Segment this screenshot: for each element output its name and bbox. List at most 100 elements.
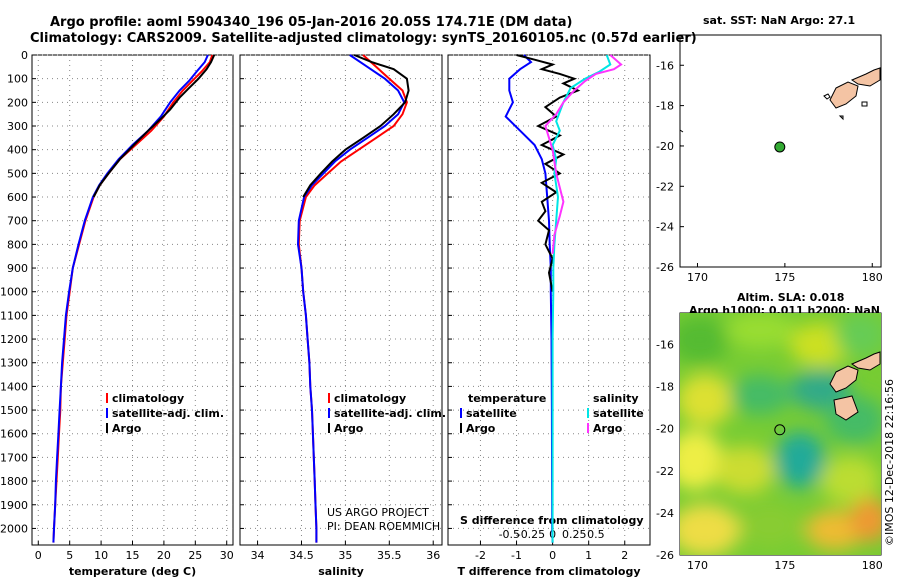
legend-t-satellite-label: satellite: [466, 407, 517, 420]
y-tick-label: 800: [7, 238, 28, 251]
float-position-marker: [774, 424, 786, 436]
y-tick-label: 0: [21, 49, 28, 62]
y-tick-label: 500: [7, 167, 28, 180]
map-x-tick-label: 170: [687, 271, 708, 284]
map-y-tick-label: -22: [656, 180, 674, 193]
land-shape: [829, 81, 859, 109]
map-y-tick-label: -20: [656, 423, 674, 436]
y-tick-label: 1200: [0, 333, 28, 346]
legend-climatology-label: climatology: [112, 392, 184, 405]
map-y-tick-label: -22: [656, 465, 674, 478]
map-x-tick-label: 180: [862, 559, 883, 572]
y-tick-label: 1800: [0, 475, 28, 488]
y-tick-label: 300: [7, 120, 28, 133]
y-tick-label: 1400: [0, 380, 28, 393]
secondary-tick-label: 0.5: [587, 528, 605, 541]
series-line-t-satellite: [504, 54, 554, 543]
legend-temperature-title: temperature: [468, 392, 546, 405]
coast-fragment: [680, 129, 684, 147]
series-line-t-argo: [516, 54, 581, 292]
y-tick-label: 1600: [0, 428, 28, 441]
header-line-1: Argo profile: aoml 5904340_196 05-Jan-20…: [50, 15, 572, 30]
x-tick-label: 35.5: [377, 549, 402, 562]
float-position-marker: [774, 141, 786, 153]
y-tick-label: 1000: [0, 286, 28, 299]
x-tick-label: -2: [475, 549, 486, 562]
x-tick-label: 25: [188, 549, 202, 562]
map-x-tick-label: 170: [687, 559, 708, 572]
legend-s-satellite-label: satellite: [593, 407, 644, 420]
panel-frame: [239, 54, 443, 546]
series-line-argo: [92, 54, 216, 198]
y-tick-label: 600: [7, 191, 28, 204]
project-note-line-1: US ARGO PROJECT: [327, 506, 429, 519]
land-shape: [850, 351, 881, 371]
x-tick-label: 2: [621, 549, 628, 562]
x-tick-label: 0: [549, 549, 556, 562]
legend-satellite-label: satellite-adj. clim.: [112, 407, 224, 420]
x-axis-label: T difference from climatology: [457, 565, 640, 578]
legend-s-argo-label: Argo: [593, 422, 623, 435]
y-tick-label: 1100: [0, 309, 28, 322]
x-axis-label: temperature (deg C): [69, 565, 196, 578]
sla-blobs: [680, 313, 881, 555]
y-tick-label: 700: [7, 215, 28, 228]
x-tick-label: 35: [338, 549, 352, 562]
series-line-s-argo: [544, 54, 623, 254]
legend-satellite-label: satellite-adj. clim.: [334, 407, 446, 420]
x-tick-label: -1: [511, 549, 522, 562]
legend-t-argo-label: Argo: [466, 422, 496, 435]
y-tick-label: 1900: [0, 499, 28, 512]
legend-argo-label: Argo: [334, 422, 364, 435]
y-tick-label: 200: [7, 96, 28, 109]
x-tick-label: 34.5: [289, 549, 314, 562]
series-line-s-satellite: [551, 54, 612, 543]
sla-map-title-1: Altim. SLA: 0.018: [737, 291, 844, 304]
x-tick-label: 34: [251, 549, 265, 562]
map-x-tick-label: 180: [862, 271, 883, 284]
x-tick-label: 15: [126, 549, 140, 562]
series-line-satellite-adj-clim-: [296, 54, 406, 543]
island-outline: [823, 93, 868, 121]
x-tick-label: 5: [66, 549, 73, 562]
x-tick-label: 20: [157, 549, 171, 562]
land-shape: [833, 395, 859, 421]
x-tick-label: 0: [35, 549, 42, 562]
y-tick-label: 900: [7, 262, 28, 275]
temperature-legend: climatology satellite-adj. clim. Argo: [106, 392, 224, 435]
map-y-tick-label: -16: [656, 339, 674, 352]
project-note-line-2: PI: DEAN ROEMMICH: [327, 520, 440, 533]
legend-climatology-label: climatology: [334, 392, 406, 405]
map-y-tick-label: -24: [656, 221, 674, 234]
legend-argo-label: Argo: [112, 422, 142, 435]
land-shape: [829, 365, 859, 393]
salinity-legend: climatology satellite-adj. clim. Argo US…: [327, 392, 446, 533]
map-y-tick-label: -18: [656, 381, 674, 394]
map-y-tick-label: -18: [656, 100, 674, 113]
series-line-climatology: [52, 54, 214, 543]
sst-map-land: [680, 67, 881, 147]
land-shape: [850, 67, 881, 87]
map-x-tick-label: 175: [774, 559, 795, 572]
y-tick-label: 2000: [0, 522, 28, 535]
legend-salinity-title: salinity: [593, 392, 639, 405]
secondary-tick-label: 0.25: [562, 528, 587, 541]
map-y-tick-label: -20: [656, 140, 674, 153]
map-x-tick-label: 175: [774, 271, 795, 284]
y-tick-label: 100: [7, 73, 28, 86]
map-y-tick-label: -26: [656, 261, 674, 274]
y-tick-label: 400: [7, 144, 28, 157]
sla-field: [680, 313, 881, 555]
secondary-tick-label: -0.5: [499, 528, 520, 541]
x-tick-label: 1: [585, 549, 592, 562]
x-axis-label: salinity: [318, 565, 364, 578]
secondary-tick-label: -0.25: [517, 528, 545, 541]
series-line-satellite-adj-clim-: [52, 54, 209, 543]
x-tick-label: 30: [220, 549, 234, 562]
map-y-tick-label: -16: [656, 59, 674, 72]
series-line-argo: [302, 54, 410, 198]
sst-map-title: sat. SST: NaN Argo: 27.1: [703, 14, 855, 27]
x-tick-label: 36: [426, 549, 440, 562]
copyright-stamp: ©IMOS 12-Dec-2018 22:16:56: [883, 379, 896, 546]
